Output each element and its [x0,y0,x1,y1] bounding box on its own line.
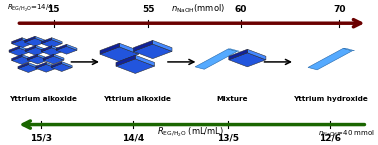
Polygon shape [25,36,35,42]
Polygon shape [133,40,153,51]
Polygon shape [116,59,155,74]
Polygon shape [153,40,172,51]
Polygon shape [119,43,139,54]
Polygon shape [36,64,57,72]
Polygon shape [56,44,67,50]
Polygon shape [41,46,52,52]
Text: 70: 70 [333,5,345,14]
Polygon shape [67,44,77,50]
Polygon shape [22,38,33,44]
Polygon shape [247,49,266,60]
Polygon shape [46,62,57,68]
Text: 13/5: 13/5 [217,134,239,143]
Text: 14/4: 14/4 [122,134,144,143]
Polygon shape [133,44,172,59]
Text: Yttrium alkoxide: Yttrium alkoxide [9,96,76,102]
Polygon shape [62,62,72,68]
Polygon shape [38,54,48,60]
Polygon shape [12,40,33,48]
Text: 60: 60 [235,5,247,14]
Text: Mixture: Mixture [216,96,248,102]
Polygon shape [12,55,22,60]
Text: Yttrium hydroxide: Yttrium hydroxide [293,96,367,102]
Text: 55: 55 [142,5,155,14]
Polygon shape [9,46,19,52]
Polygon shape [228,49,240,51]
Polygon shape [229,53,266,67]
Polygon shape [100,43,119,54]
Polygon shape [41,38,52,44]
Polygon shape [25,45,36,51]
Polygon shape [54,54,64,60]
Polygon shape [12,38,22,44]
Polygon shape [56,46,77,54]
Polygon shape [43,56,64,64]
Polygon shape [100,47,139,61]
Polygon shape [308,48,352,70]
Polygon shape [116,55,135,66]
Polygon shape [52,38,62,44]
Polygon shape [22,55,33,60]
Polygon shape [25,47,46,55]
Text: 15/3: 15/3 [29,134,52,143]
Polygon shape [52,46,62,52]
Polygon shape [41,40,62,48]
Polygon shape [51,64,72,71]
Polygon shape [36,62,46,68]
Polygon shape [343,48,355,51]
Text: $n_{\rm NaOH}$(mmol): $n_{\rm NaOH}$(mmol) [171,3,225,15]
Polygon shape [43,54,54,60]
Polygon shape [195,49,237,69]
Polygon shape [9,48,30,56]
Polygon shape [18,65,39,72]
Polygon shape [28,63,39,69]
Text: $R_{\rm EG/H_2O}$=14/4: $R_{\rm EG/H_2O}$=14/4 [7,3,54,14]
Polygon shape [27,54,38,60]
Polygon shape [18,63,28,69]
Polygon shape [36,45,46,51]
Text: $R_{\rm EG/H_2O}$ (mL/mL): $R_{\rm EG/H_2O}$ (mL/mL) [157,126,225,139]
Polygon shape [12,57,33,65]
Polygon shape [35,36,45,42]
Text: $n_{\rm NaOH}$=40 mmol: $n_{\rm NaOH}$=40 mmol [318,129,375,139]
Polygon shape [25,38,45,46]
Polygon shape [135,55,155,66]
Polygon shape [51,62,62,68]
Text: Yttrium alkoxide: Yttrium alkoxide [103,96,171,102]
Text: 12/6: 12/6 [319,134,341,143]
Text: 15: 15 [47,5,60,14]
Polygon shape [41,48,62,56]
Polygon shape [19,46,30,52]
Polygon shape [229,49,247,60]
Polygon shape [27,56,48,64]
